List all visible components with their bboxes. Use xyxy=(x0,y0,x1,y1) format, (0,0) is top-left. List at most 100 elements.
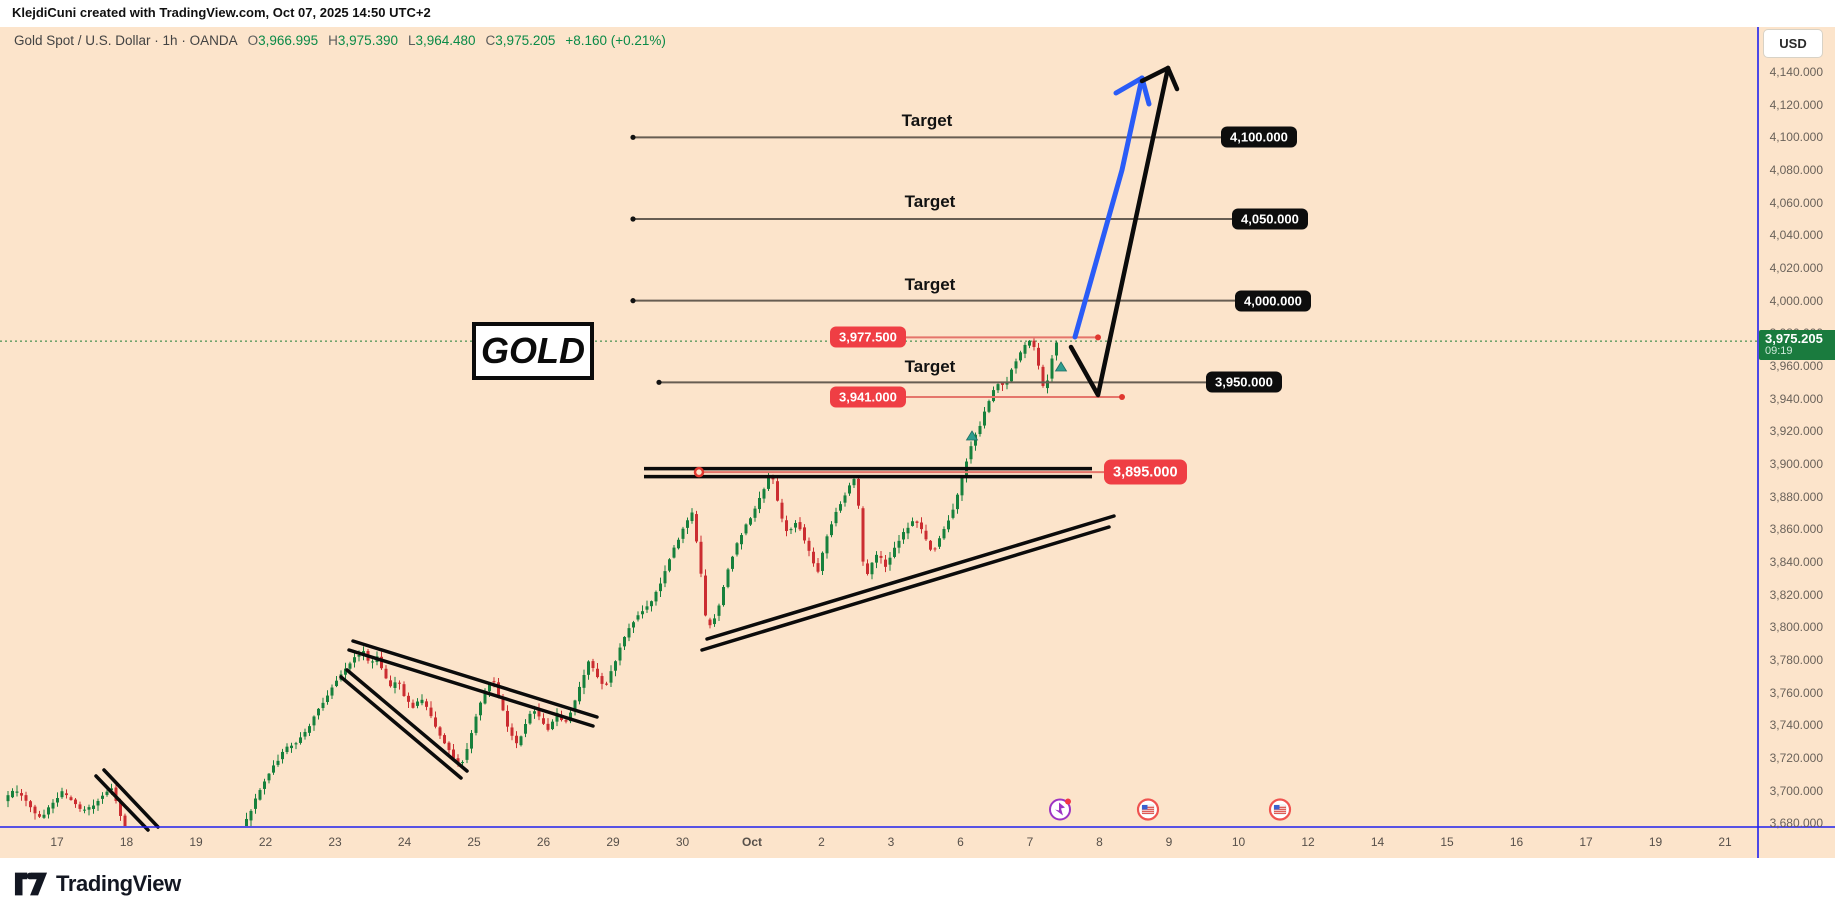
candlestick-series xyxy=(6,338,1058,826)
time-tick: Oct xyxy=(741,835,763,849)
price-level-label[interactable]: 3,895.000 xyxy=(1104,459,1187,485)
trend-line[interactable] xyxy=(339,675,463,780)
target-line-dot xyxy=(630,134,636,140)
event-flash-icon[interactable] xyxy=(1046,796,1074,829)
time-tick: 19 xyxy=(1648,835,1663,849)
tradingview-logo-text: TradingView xyxy=(56,871,181,896)
time-tick: 17 xyxy=(50,835,64,849)
ohlc-key: C xyxy=(485,33,496,48)
footer-bar: TradingView xyxy=(0,858,1835,917)
time-tick: 8 xyxy=(1096,835,1103,849)
price-tick: 3,920.000 xyxy=(1769,424,1823,439)
time-tick: 12 xyxy=(1301,835,1315,849)
price-tick: 4,060.000 xyxy=(1769,195,1823,210)
time-tick: 17 xyxy=(1579,835,1593,849)
attribution-text: KlejdiCuni created with TradingView.com,… xyxy=(12,5,431,20)
event-us-flag-icon[interactable] xyxy=(1266,796,1294,829)
projection-arrow-blue-head xyxy=(1113,75,1145,96)
target-text[interactable]: Target xyxy=(904,357,956,376)
gold-text-label: GOLD xyxy=(481,330,585,371)
ohlc-value: 3,975.205 xyxy=(495,33,556,48)
time-tick: 25 xyxy=(467,835,481,849)
price-tick: 3,800.000 xyxy=(1769,620,1823,635)
level-end-dot[interactable] xyxy=(1095,334,1101,341)
price-level-label[interactable]: 3,941.000 xyxy=(830,386,906,408)
trend-line[interactable] xyxy=(345,668,469,773)
time-tick: 21 xyxy=(1718,835,1732,849)
price-tick: 3,740.000 xyxy=(1769,718,1823,733)
price-level-label[interactable]: 3,977.500 xyxy=(830,326,906,348)
trend-line[interactable] xyxy=(705,514,1116,641)
currency-label: USD xyxy=(1779,36,1807,51)
level-end-dot[interactable] xyxy=(1119,394,1125,401)
ohlc-key: H xyxy=(328,33,338,48)
ohlc-value: 3,975.390 xyxy=(337,33,398,48)
time-tick: 18 xyxy=(119,835,134,849)
time-tick: 15 xyxy=(1440,835,1454,849)
target-price-label[interactable]: 4,100.000 xyxy=(1221,126,1297,148)
trend-line[interactable] xyxy=(700,525,1111,652)
trend-line[interactable] xyxy=(351,639,599,719)
target-price-label[interactable]: 4,000.000 xyxy=(1235,290,1311,312)
gold-text-drawing[interactable]: GOLD xyxy=(472,322,594,380)
last-price-badge[interactable]: 3,975.205 09:19 xyxy=(1759,330,1835,361)
price-tick: 3,700.000 xyxy=(1769,783,1823,798)
ohlc-value: 3,964.480 xyxy=(415,33,476,48)
tradingview-logo-icon xyxy=(14,872,48,896)
trend-line[interactable] xyxy=(347,648,595,728)
price-tick: 3,780.000 xyxy=(1769,652,1823,667)
time-tick: 2 xyxy=(818,835,825,849)
tradingview-logo[interactable]: TradingView xyxy=(14,871,181,897)
price-tick: 4,100.000 xyxy=(1769,130,1823,145)
pattern-marker-triangle xyxy=(965,430,979,441)
price-tick: 4,080.000 xyxy=(1769,162,1823,177)
event-us-flag-icon[interactable] xyxy=(1134,796,1162,829)
trend-line[interactable] xyxy=(102,768,160,829)
price-tick: 3,860.000 xyxy=(1769,522,1823,537)
target-text[interactable]: Target xyxy=(901,111,953,130)
target-text[interactable]: Target xyxy=(904,275,956,294)
ohlc-key: O xyxy=(247,33,259,48)
attribution-bar: KlejdiCuni created with TradingView.com,… xyxy=(0,0,1835,27)
time-tick: 6 xyxy=(957,835,964,849)
time-tick: 30 xyxy=(675,835,690,849)
target-price-label[interactable]: 4,050.000 xyxy=(1232,208,1308,230)
price-tick: 4,020.000 xyxy=(1769,260,1823,275)
projection-arrow-black[interactable] xyxy=(1068,65,1171,398)
price-tick: 3,680.000 xyxy=(1769,816,1823,831)
target-line-dot xyxy=(630,216,636,222)
ohlc-key: L xyxy=(407,33,416,48)
projection-arrow-black-head xyxy=(1165,65,1180,92)
time-tick: 19 xyxy=(189,835,203,849)
price-tick: 3,760.000 xyxy=(1769,685,1823,700)
time-tick: 26 xyxy=(536,835,551,849)
time-tick: 29 xyxy=(606,835,620,849)
ohlc-value: 3,966.995 xyxy=(258,33,319,48)
ohlc-values: O3,966.995 H3,975.390 L3,964.480 C3,975.205 xyxy=(238,33,556,48)
target-line-dot xyxy=(656,379,662,385)
price-tick: 3,940.000 xyxy=(1769,391,1823,406)
time-tick: 23 xyxy=(328,835,342,849)
event-icon-glyph xyxy=(1136,798,1160,821)
time-tick: 10 xyxy=(1231,835,1246,849)
price-tick: 3,900.000 xyxy=(1769,456,1823,471)
level-anchor-dot[interactable] xyxy=(693,466,705,478)
chart-background[interactable] xyxy=(0,27,1835,858)
price-tick: 3,960.000 xyxy=(1769,358,1823,373)
change-value: +8.160 (+0.21%) xyxy=(565,33,666,48)
event-icon-glyph xyxy=(1049,798,1071,821)
symbol-header[interactable]: Gold Spot / U.S. Dollar · 1h · OANDA O3,9… xyxy=(14,33,666,48)
target-text[interactable]: Target xyxy=(904,192,956,211)
time-tick: 24 xyxy=(397,835,412,849)
symbol-title[interactable]: Gold Spot / U.S. Dollar · 1h · OANDA xyxy=(14,33,238,48)
price-tick: 4,000.000 xyxy=(1769,293,1823,308)
target-line-dot xyxy=(630,298,636,304)
pattern-marker-triangle xyxy=(1054,361,1068,372)
projection-arrow-blue[interactable] xyxy=(1072,75,1145,340)
target-price-label[interactable]: 3,950.000 xyxy=(1206,371,1282,393)
currency-toggle-button[interactable]: USD xyxy=(1763,29,1823,58)
trend-line[interactable] xyxy=(94,774,150,832)
